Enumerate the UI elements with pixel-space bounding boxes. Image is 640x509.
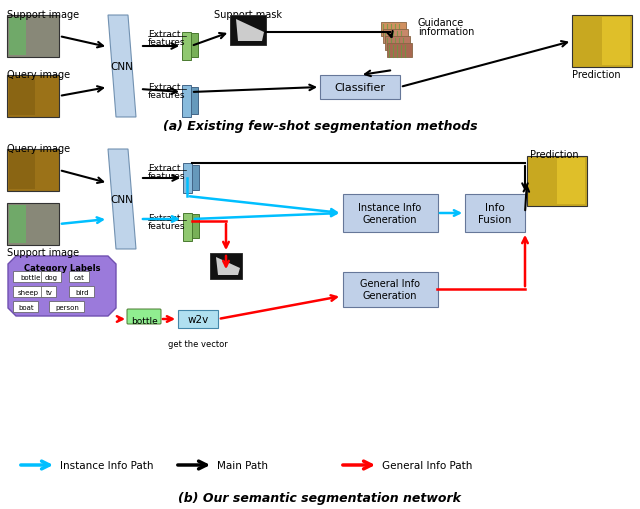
Text: General Info Path: General Info Path [382, 460, 472, 470]
FancyBboxPatch shape [42, 287, 56, 298]
FancyBboxPatch shape [387, 44, 412, 58]
Text: (b) Our semantic segmentation network: (b) Our semantic segmentation network [179, 491, 461, 504]
Text: General Info
Generation: General Info Generation [360, 278, 420, 300]
FancyBboxPatch shape [182, 33, 191, 61]
FancyBboxPatch shape [9, 18, 26, 56]
FancyBboxPatch shape [7, 204, 59, 245]
FancyBboxPatch shape [9, 152, 35, 190]
FancyBboxPatch shape [192, 165, 199, 191]
Text: Category Labels: Category Labels [24, 264, 100, 272]
Polygon shape [236, 20, 264, 42]
Text: Classifier: Classifier [335, 83, 385, 93]
Text: bottle: bottle [131, 317, 157, 325]
FancyBboxPatch shape [210, 253, 242, 279]
Text: Support mask: Support mask [214, 10, 282, 20]
FancyBboxPatch shape [381, 23, 406, 37]
FancyBboxPatch shape [13, 287, 44, 298]
FancyBboxPatch shape [183, 214, 192, 242]
FancyBboxPatch shape [70, 287, 95, 298]
Text: sheep: sheep [18, 290, 39, 295]
FancyBboxPatch shape [385, 37, 410, 51]
Polygon shape [216, 258, 240, 275]
FancyBboxPatch shape [182, 86, 191, 118]
Text: bird: bird [76, 290, 89, 295]
FancyBboxPatch shape [192, 215, 199, 239]
Text: Support image: Support image [7, 10, 79, 20]
FancyBboxPatch shape [13, 302, 38, 313]
FancyBboxPatch shape [342, 194, 438, 233]
Text: w2v: w2v [188, 315, 209, 324]
Text: dog: dog [45, 274, 58, 280]
Text: features: features [148, 38, 186, 47]
Text: boat: boat [18, 304, 34, 310]
Text: Query image: Query image [7, 144, 70, 154]
FancyBboxPatch shape [527, 157, 587, 207]
Text: Info
Fusion: Info Fusion [478, 203, 512, 224]
Text: features: features [148, 172, 186, 181]
FancyBboxPatch shape [49, 302, 84, 313]
Text: Instance Info
Generation: Instance Info Generation [358, 203, 422, 224]
FancyBboxPatch shape [70, 272, 90, 283]
FancyBboxPatch shape [13, 272, 49, 283]
Text: Query image: Query image [7, 70, 70, 80]
FancyBboxPatch shape [7, 150, 59, 191]
FancyBboxPatch shape [127, 309, 161, 324]
FancyBboxPatch shape [191, 34, 198, 58]
Text: features: features [148, 91, 186, 100]
FancyBboxPatch shape [320, 76, 400, 100]
FancyBboxPatch shape [178, 310, 218, 328]
Text: person: person [55, 304, 79, 310]
FancyBboxPatch shape [191, 88, 198, 115]
Text: Extract: Extract [148, 30, 180, 39]
FancyBboxPatch shape [230, 16, 266, 46]
Text: bottle: bottle [21, 274, 41, 280]
Text: get the vector: get the vector [168, 340, 228, 348]
FancyBboxPatch shape [342, 272, 438, 307]
FancyBboxPatch shape [42, 272, 61, 283]
Text: CNN: CNN [111, 62, 133, 72]
Text: cat: cat [74, 274, 85, 280]
Text: Prediction: Prediction [530, 150, 579, 160]
FancyBboxPatch shape [557, 159, 585, 205]
FancyBboxPatch shape [7, 16, 59, 58]
Text: tv: tv [45, 290, 52, 295]
Text: Extract: Extract [148, 164, 180, 173]
Text: features: features [148, 221, 186, 231]
Text: Extract: Extract [148, 214, 180, 222]
Text: Guidance: Guidance [418, 18, 464, 28]
Text: Prediction: Prediction [572, 70, 621, 80]
FancyBboxPatch shape [383, 30, 408, 44]
Polygon shape [108, 16, 136, 118]
Polygon shape [108, 150, 136, 249]
FancyBboxPatch shape [183, 164, 192, 193]
FancyBboxPatch shape [7, 76, 59, 118]
Text: Main Path: Main Path [217, 460, 268, 470]
Text: Instance Info Path: Instance Info Path [60, 460, 154, 470]
Text: CNN: CNN [111, 194, 133, 205]
Text: Extract: Extract [148, 83, 180, 92]
FancyBboxPatch shape [572, 16, 632, 68]
FancyBboxPatch shape [602, 18, 630, 66]
FancyBboxPatch shape [9, 78, 35, 116]
Polygon shape [8, 257, 116, 317]
Text: Support image: Support image [7, 247, 79, 258]
FancyBboxPatch shape [465, 194, 525, 233]
FancyBboxPatch shape [9, 206, 26, 243]
Text: (a) Existing few-shot segmentation methods: (a) Existing few-shot segmentation metho… [163, 120, 477, 133]
Text: information: information [418, 27, 474, 37]
